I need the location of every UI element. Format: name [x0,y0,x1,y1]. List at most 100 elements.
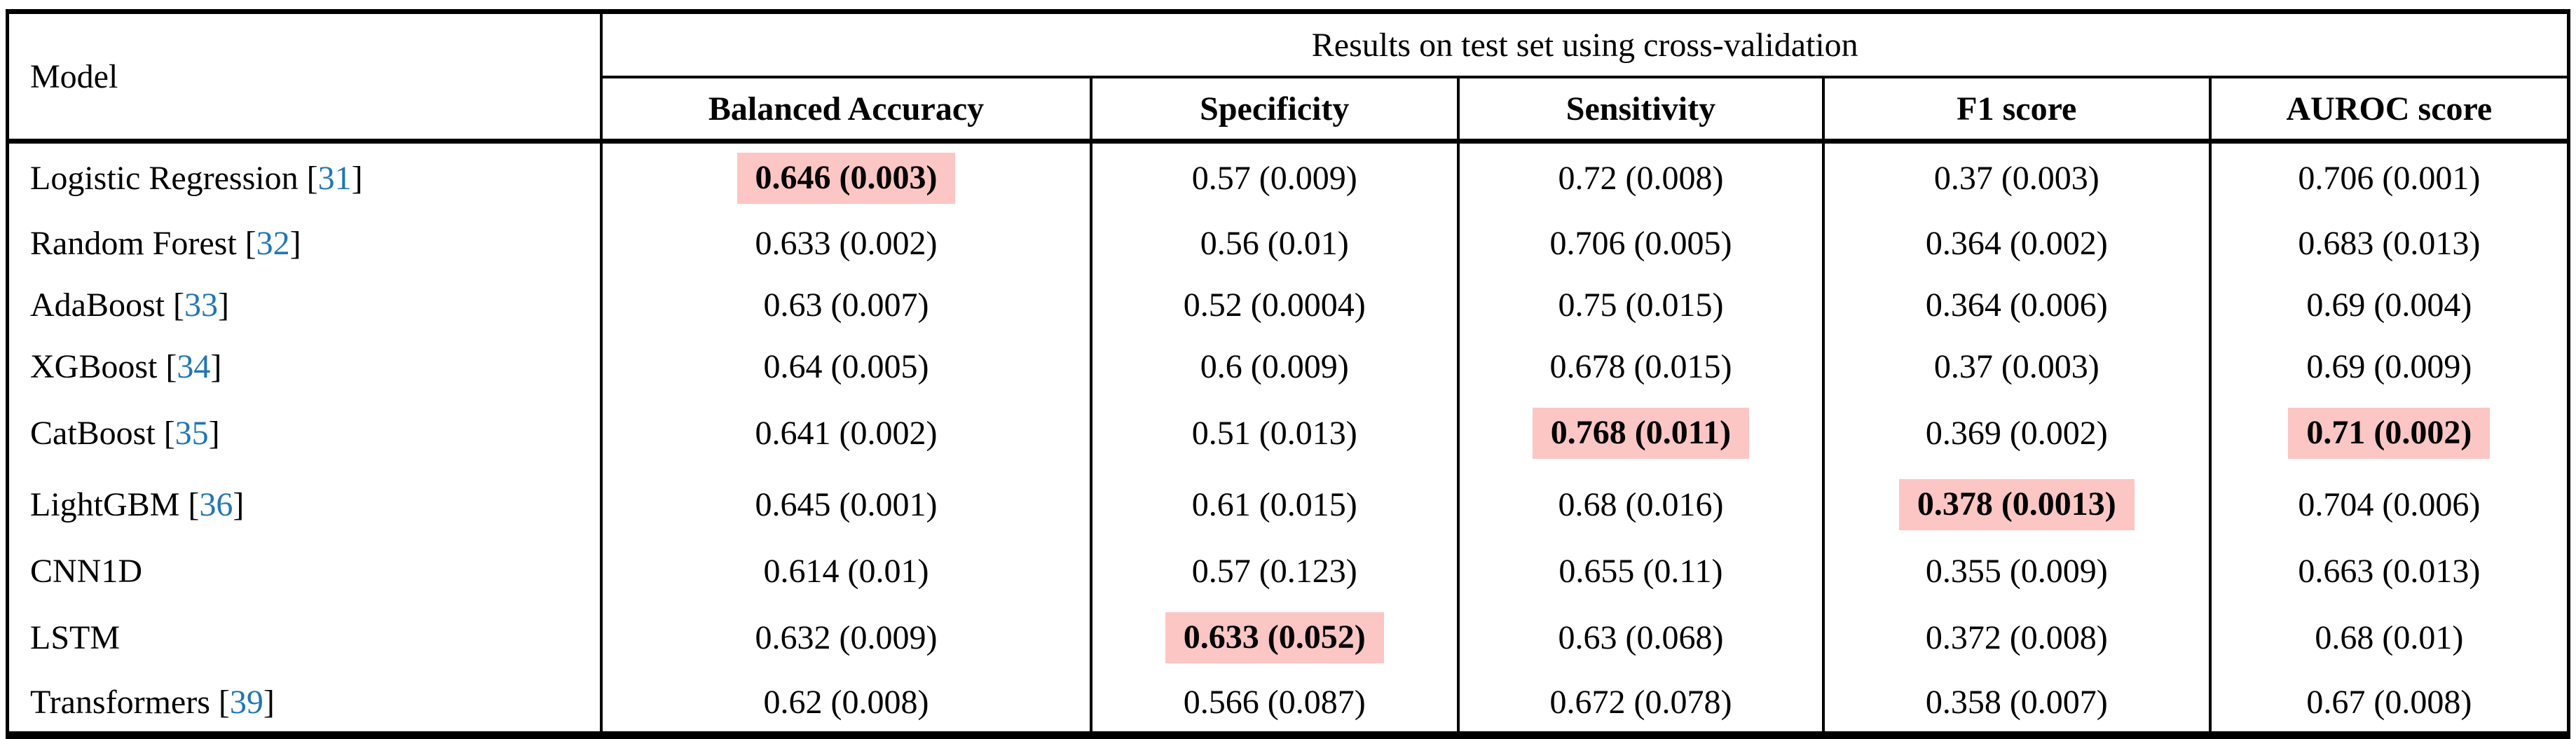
citation-bracket-close: ] [208,415,220,452]
metric-value: 0.614 (0.01) [763,553,929,590]
highlighted-metric-value: 0.71 (0.002) [2288,408,2491,459]
model-name-cell: XGBoost [34] [7,336,603,398]
metric-value-cell: 0.706 (0.005) [1457,212,1823,275]
citation-bracket-open: [ [163,415,175,452]
metric-value-cell: 0.614 (0.01) [601,541,1090,602]
metric-value-cell: 0.632 (0.009) [601,602,1090,674]
metric-value: 0.75 (0.015) [1558,286,1724,324]
metric-value-cell: 0.364 (0.006) [1821,274,2210,336]
metric-value-cell: 0.678 (0.015) [1457,336,1823,398]
metric-value-cell: 0.62 (0.008) [601,674,1090,735]
table-header: Model Results on test set using cross-va… [7,11,2569,144]
citation-link[interactable]: [34] [157,348,221,385]
model-name: CNN1D [30,553,143,590]
metric-value-cell: 0.71 (0.002) [2208,397,2569,469]
citation-bracket-close: ] [263,684,275,721]
column-header-balanced-accuracy: Balanced Accuracy [601,77,1091,144]
metric-value-cell: 0.67 (0.008) [2208,673,2569,735]
table-row: LightGBM [36] 0.645 (0.001) 0.61 (0.015) 0.… [7,469,2569,541]
model-name: Random Forest [30,225,237,262]
results-spanning-header: Results on test set using cross-validati… [601,11,2569,78]
citation-bracket-close: ] [289,225,301,262]
citation-bracket-open: [ [306,159,318,197]
column-header-sensitivity: Sensitivity [1457,77,1823,144]
metric-value-cell: 0.72 (0.008) [1457,141,1823,213]
results-table: Model Results on test set using cross-va… [6,9,2570,739]
metric-value: 0.655 (0.11) [1558,553,1723,590]
metric-value-cell: 0.378 (0.0013) [1821,469,2210,541]
metric-value-cell: 0.6 (0.009) [1089,336,1459,398]
metric-value: 0.706 (0.005) [1549,225,1732,262]
metric-value: 0.68 (0.01) [2315,619,2464,656]
citation-bracket-open: [ [188,486,200,523]
model-column-header: Model [7,11,603,144]
table-row: AdaBoost [33] 0.63 (0.007) 0.52 (0.0004) 0.… [7,274,2569,336]
model-name: CatBoost [30,415,156,452]
metric-value: 0.678 (0.015) [1549,348,1732,385]
metric-value-cell: 0.355 (0.009) [1821,540,2210,602]
metric-value-cell: 0.369 (0.002) [1821,397,2210,469]
citation-link[interactable]: [36] [179,486,244,523]
highlighted-metric-value: 0.768 (0.011) [1532,408,1750,459]
citation-bracket-open: [ [245,225,256,262]
table-row: XGBoost [34] 0.64 (0.005) 0.6 (0.009) 0.678… [7,336,2569,398]
citation-number: 32 [256,225,290,262]
citation-link[interactable]: [39] [210,684,275,721]
metric-value-cell: 0.641 (0.002) [601,398,1090,469]
model-name: Transformers [30,684,210,721]
citation-bracket-open: [ [173,286,184,324]
model-name: XGBoost [30,348,158,385]
metric-value: 0.645 (0.001) [755,486,938,523]
metric-value-cell: 0.645 (0.001) [601,469,1090,541]
metric-value-cell: 0.663 (0.013) [2208,540,2569,602]
metric-value-cell: 0.655 (0.11) [1457,540,1823,602]
table-row: CatBoost [35] 0.641 (0.002) 0.51 (0.013) 0.… [7,397,2569,469]
table-row: Transformers [39] 0.62 (0.008) 0.566 (0.08… [7,673,2569,735]
metric-value-cell: 0.358 (0.007) [1821,673,2210,735]
metric-value: 0.63 (0.007) [763,286,929,324]
metric-value-cell: 0.69 (0.009) [2208,336,2569,398]
model-name-cell: LSTM [7,602,603,674]
metric-value-cell: 0.68 (0.01) [2208,602,2569,674]
citation-link[interactable]: [32] [237,225,301,262]
metric-value-cell: 0.68 (0.016) [1457,469,1823,541]
citation-bracket-close: ] [217,286,229,324]
table-row: Random Forest [32] 0.633 (0.002) 0.56 (0.0… [7,212,2569,275]
metric-value-cell: 0.704 (0.006) [2208,469,2569,541]
model-name-cell: Random Forest [32] [7,212,603,275]
citation-number: 34 [177,348,211,385]
metric-value-cell: 0.63 (0.007) [601,275,1090,336]
metric-value-cell: 0.706 (0.001) [2208,141,2569,213]
metric-value-cell: 0.633 (0.002) [601,213,1090,275]
metric-value: 0.37 (0.003) [1933,159,2099,197]
table-body: Logistic Regression [31] 0.646 (0.003) 0.5… [7,141,2569,735]
metric-value: 0.64 (0.005) [763,348,929,385]
metric-value: 0.52 (0.0004) [1183,286,1366,324]
model-name: Logistic Regression [30,159,299,197]
metric-value: 0.57 (0.009) [1191,159,1357,197]
metric-value-cell: 0.683 (0.013) [2208,212,2569,275]
metric-value: 0.358 (0.007) [1925,684,2108,721]
metric-value: 0.37 (0.003) [1933,348,2099,385]
metric-value-cell: 0.633 (0.052) [1089,602,1459,674]
citation-bracket-open: [ [165,348,177,385]
metric-value-cell: 0.57 (0.009) [1089,141,1459,213]
citation-number: 35 [174,415,209,452]
table-row: Logistic Regression [31] 0.646 (0.003) 0.5… [7,141,2569,213]
citation-number: 33 [184,286,218,324]
highlighted-metric-value: 0.646 (0.003) [737,152,956,204]
metric-value: 0.69 (0.004) [2306,286,2472,324]
metric-value-cell: 0.768 (0.011) [1457,397,1823,469]
metric-value: 0.57 (0.123) [1191,553,1357,590]
citation-link[interactable]: [31] [299,160,363,197]
metric-value-cell: 0.75 (0.015) [1457,274,1823,336]
metric-value-cell: 0.63 (0.068) [1457,602,1823,674]
citation-link[interactable]: [35] [156,415,220,452]
citation-link[interactable]: [33] [165,286,229,324]
metric-value: 0.369 (0.002) [1925,415,2108,452]
metric-value: 0.72 (0.008) [1558,159,1724,197]
metric-value: 0.355 (0.009) [1925,553,2108,590]
metric-value-cell: 0.37 (0.003) [1821,336,2210,398]
metric-value-cell: 0.566 (0.087) [1089,673,1459,735]
